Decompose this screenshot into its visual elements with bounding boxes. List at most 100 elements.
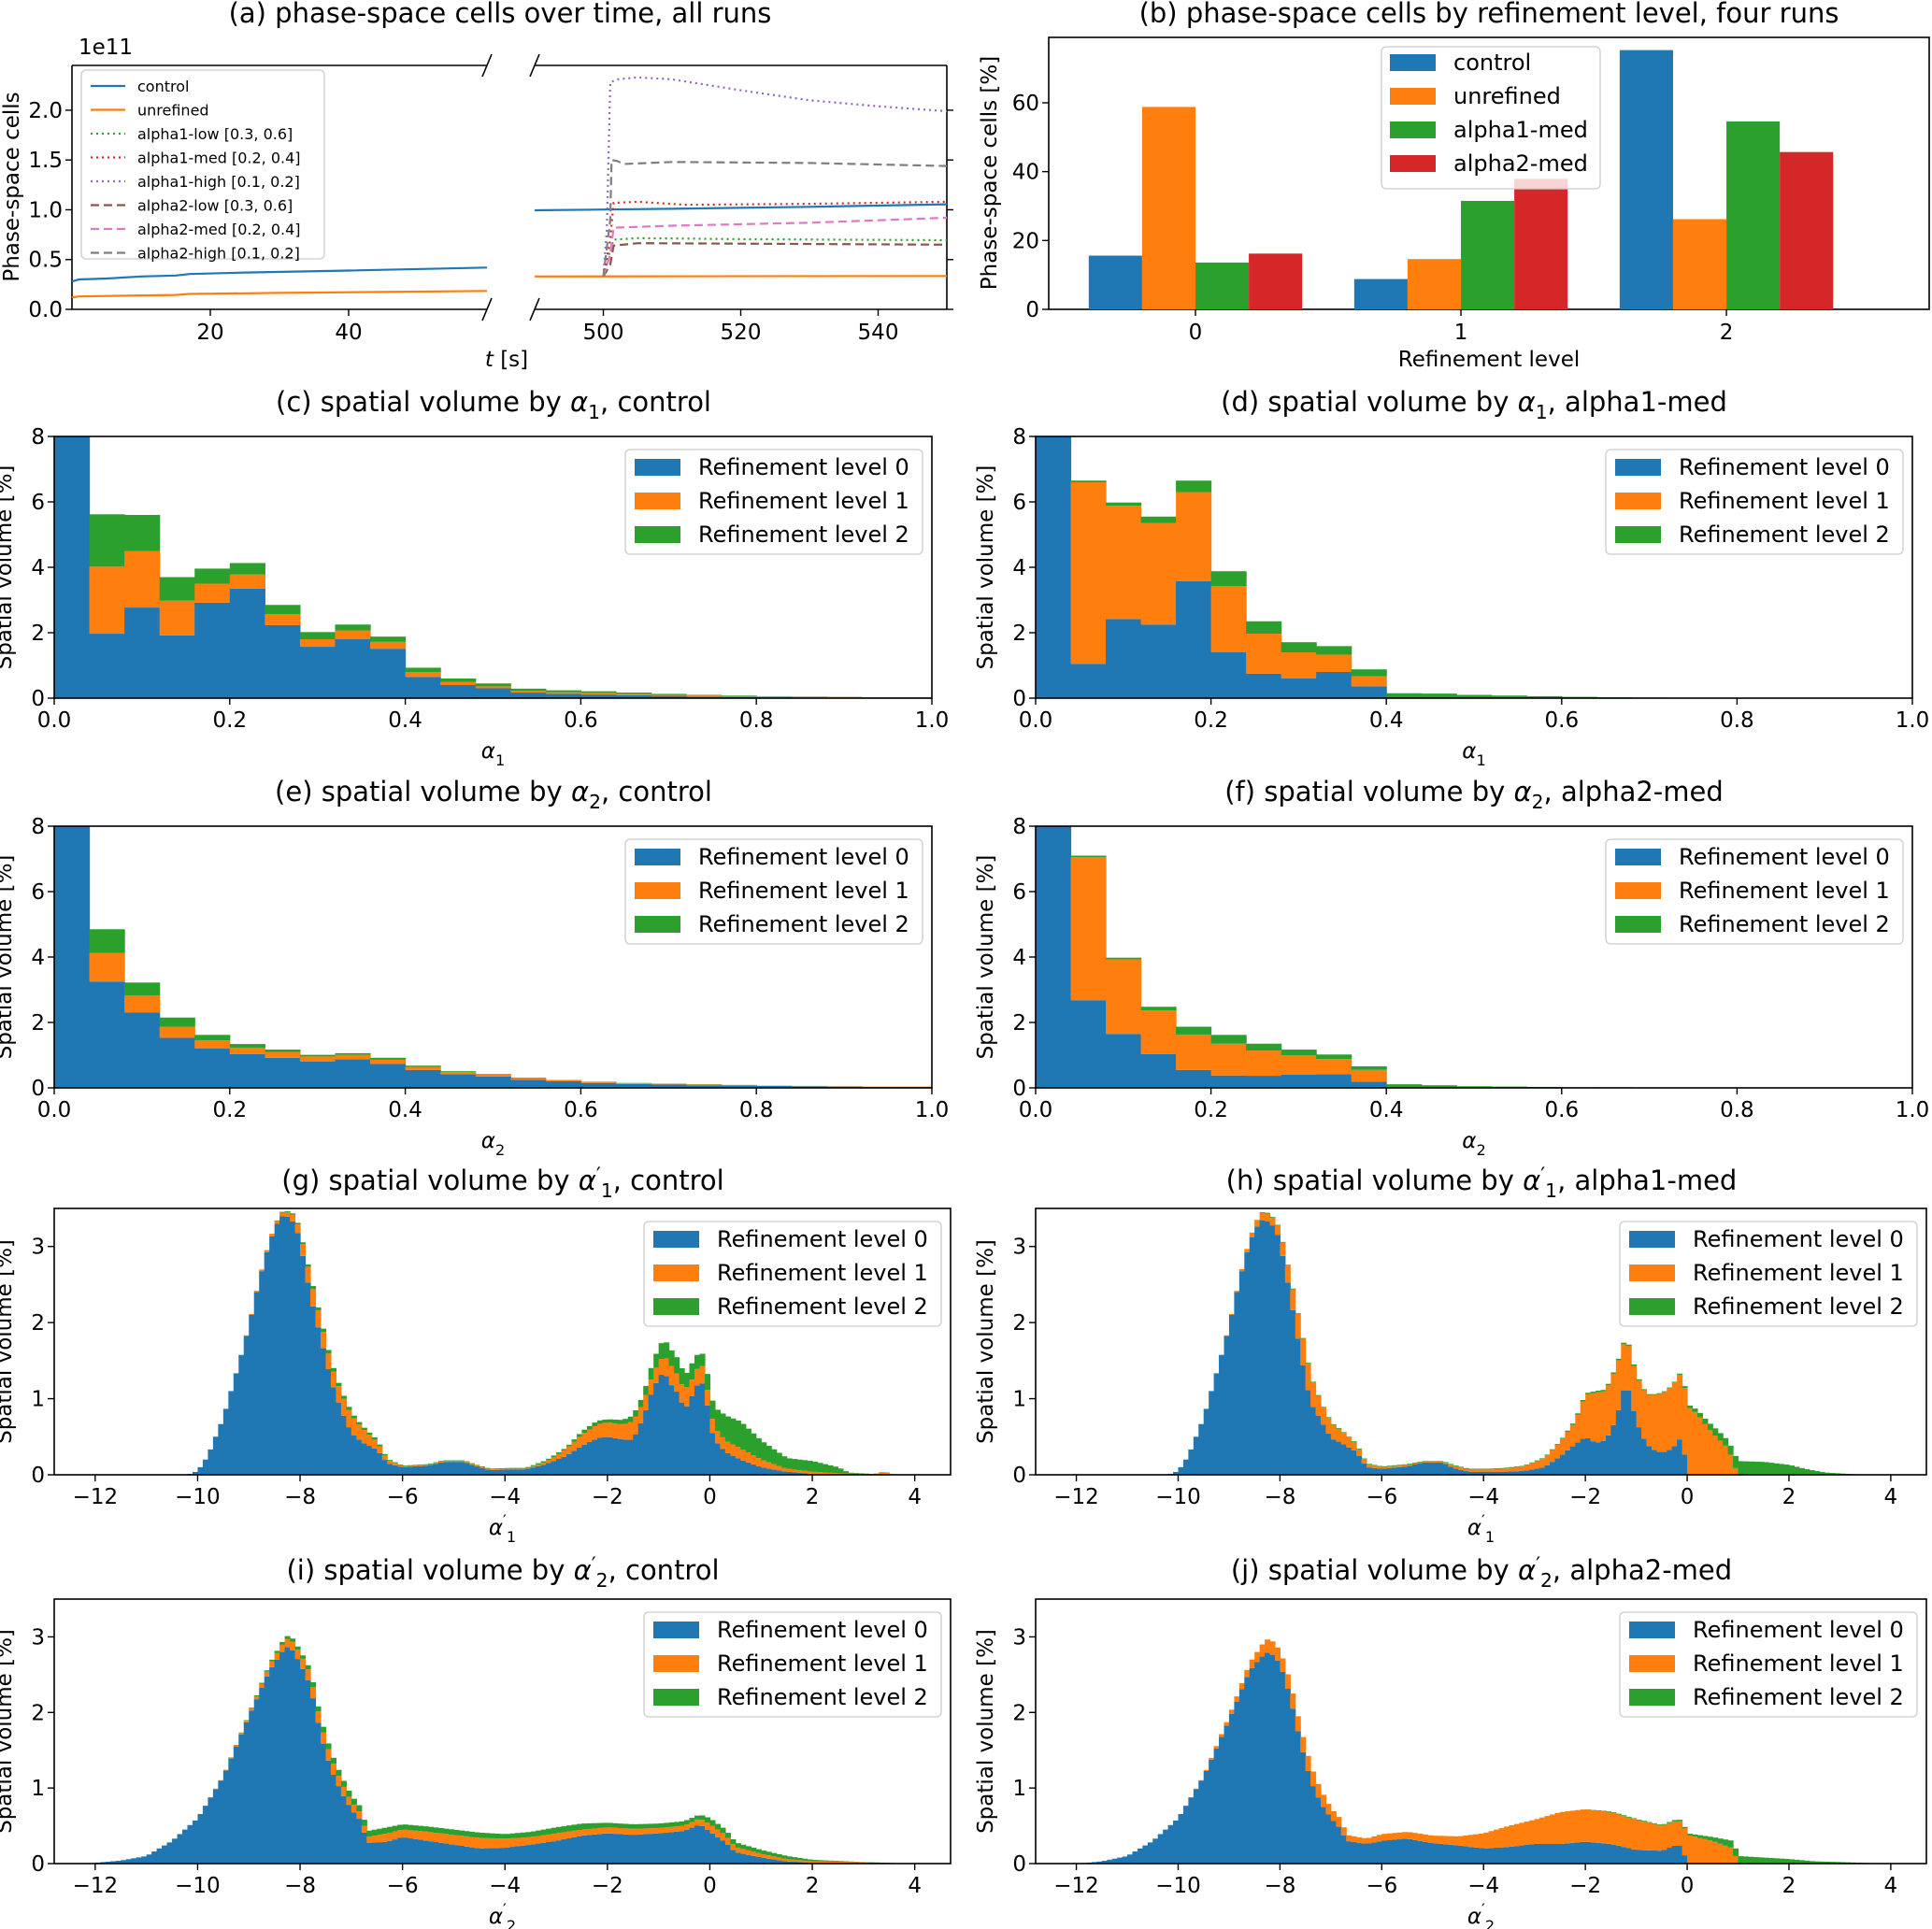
bar-segment-refinement-level-2	[551, 1455, 557, 1457]
bar-segment-refinement-level-2	[1783, 1465, 1790, 1475]
bar-segment-refinement-level-0	[1438, 1462, 1444, 1475]
bar-segment-refinement-level-1	[1498, 1468, 1505, 1472]
bar-segment-refinement-level-2	[336, 1382, 342, 1387]
legend-label: alpha1-low [0.3, 0.6]	[137, 125, 293, 143]
legend-label: alpha1-med [0.2, 0.4]	[137, 150, 301, 167]
bar-segment-refinement-level-0	[1376, 1841, 1382, 1864]
bar-segment-refinement-level-0	[1671, 1446, 1678, 1475]
legend-label: alpha1-med	[1453, 117, 1588, 143]
bar-segment-refinement-level-2	[776, 1452, 782, 1466]
bar-segment-refinement-level-0	[735, 1458, 741, 1475]
x-tick-label: 0.0	[1019, 708, 1053, 733]
bar-segment-refinement-level-2	[674, 1357, 680, 1374]
bar-segment-refinement-level-2	[356, 1422, 363, 1425]
bar-segment-refinement-level-1	[1692, 1836, 1698, 1864]
bar-segment-refinement-level-1	[1336, 1817, 1342, 1827]
bar-segment-refinement-level-0	[1677, 1845, 1683, 1864]
bar-segment-refinement-level-0	[412, 1466, 419, 1475]
y-offset-label: 1e11	[79, 36, 133, 60]
x-tick-label: 0.4	[388, 1098, 422, 1122]
bar-segment-refinement-level-1	[1228, 1709, 1235, 1714]
bar-segment-refinement-level-1	[412, 1830, 419, 1839]
bar-segment-refinement-level-0	[1504, 1847, 1510, 1864]
bar-segment-refinement-level-2	[520, 1832, 526, 1838]
bar-segment-refinement-level-1	[1316, 1059, 1352, 1075]
bar-segment-refinement-level-1	[721, 695, 757, 697]
bar-segment-refinement-level-0	[468, 1465, 475, 1475]
x-tick-label: 2	[806, 1485, 820, 1509]
bar-segment-refinement-level-0	[392, 1465, 398, 1475]
bar-segment-refinement-level-1	[1707, 1430, 1713, 1475]
bar-segment-refinement-level-1	[1176, 492, 1212, 581]
bar-segment-refinement-level-1	[1070, 857, 1107, 1001]
bar-segment-refinement-level-0	[1432, 1843, 1438, 1864]
bar-segment-refinement-level-1	[1488, 1831, 1495, 1849]
bar-segment-refinement-level-1	[674, 1826, 680, 1832]
bar-segment-refinement-level-1	[1442, 1463, 1449, 1465]
bar-segment-refinement-level-2	[1753, 1857, 1759, 1864]
bar-segment-refinement-level-0	[556, 1459, 563, 1475]
bar-segment-refinement-level-2	[1625, 1344, 1632, 1347]
bar-segment-refinement-level-2	[735, 1843, 741, 1848]
bar-segment-refinement-level-2	[330, 1757, 336, 1765]
bar-segment-refinement-level-1	[1610, 1374, 1617, 1425]
bar-segment-refinement-level-1	[1702, 1838, 1709, 1864]
bars	[54, 826, 932, 1088]
bar-segment-refinement-level-0	[330, 1774, 336, 1864]
bar-segment-refinement-level-2	[1631, 1364, 1638, 1366]
bar-segment-refinement-level-1	[1106, 506, 1142, 620]
bar-segment-refinement-level-1	[1417, 1834, 1424, 1841]
bar-segment-refinement-level-0	[402, 1466, 408, 1475]
axis-break-mark	[481, 297, 493, 322]
bar-segment-refinement-level-0	[1178, 1466, 1184, 1475]
bar-segment-refinement-level-0	[546, 1841, 552, 1864]
bar-segment-refinement-level-0	[1667, 1848, 1673, 1864]
bar-segment-refinement-level-1	[1554, 1812, 1561, 1844]
bar-segment-refinement-level-2	[405, 1065, 441, 1067]
y-tick-label: 1.0	[28, 198, 63, 222]
bar-segment-refinement-level-1	[664, 1358, 670, 1377]
bar-segment-refinement-level-0	[121, 1860, 127, 1864]
x-tick-label: 0.2	[1194, 1098, 1228, 1122]
bar-segment-refinement-level-1	[1671, 1821, 1678, 1846]
bar-segment-refinement-level-2	[1407, 1464, 1413, 1465]
bar-segment-refinement-level-2	[766, 1851, 772, 1856]
bar-segment-refinement-level-0	[1188, 1797, 1195, 1864]
bar-segment-refinement-level-1	[556, 1833, 563, 1841]
bar-segment-refinement-level-1	[371, 1439, 378, 1449]
bar-segment-refinement-level-1	[651, 694, 687, 696]
bar-segment-refinement-level-2	[1682, 1826, 1688, 1829]
bar-segment-refinement-level-1	[405, 672, 441, 678]
bar-segment-refinement-level-2	[1526, 695, 1563, 698]
bar-segment-refinement-level-0	[489, 1470, 495, 1475]
y-tick-label: 8	[1012, 815, 1026, 839]
bar-alpha2-med-level-2	[1780, 151, 1834, 309]
bar-segment-refinement-level-2	[238, 1732, 245, 1734]
bar-segment-refinement-level-1	[243, 1721, 250, 1722]
bar-segment-refinement-level-1	[651, 1083, 687, 1085]
x-tick-label: 4	[1884, 1485, 1898, 1509]
bar-segment-refinement-level-0	[212, 1789, 219, 1864]
bar-segment-refinement-level-1	[89, 566, 125, 635]
bar-segment-refinement-level-1	[786, 1468, 793, 1472]
bar-segment-refinement-level-0	[1615, 1845, 1622, 1864]
bar-segment-refinement-level-0	[761, 1467, 767, 1475]
bar-segment-refinement-level-0	[474, 1848, 480, 1864]
bar-segment-refinement-level-0	[1575, 1842, 1581, 1864]
bar-segment-refinement-level-2	[571, 1439, 578, 1442]
bar-segment-refinement-level-1	[468, 1836, 475, 1848]
legend-label: Refinement level 2	[1679, 911, 1890, 937]
bar-segment-refinement-level-2	[627, 1823, 634, 1829]
bar-segment-refinement-level-0	[792, 1472, 798, 1475]
bar-segment-refinement-level-0	[1300, 1365, 1307, 1475]
bar-segment-refinement-level-0	[571, 1836, 578, 1864]
bar-segment-refinement-level-0	[1422, 1841, 1428, 1864]
bar-segment-refinement-level-1	[576, 1830, 583, 1836]
bar-segment-refinement-level-2	[761, 1442, 767, 1461]
bar-segment-refinement-level-2	[842, 1861, 849, 1863]
legend-label: Refinement level 1	[698, 488, 909, 514]
legend-frame	[1381, 46, 1601, 190]
bar-segment-refinement-level-0	[233, 1373, 239, 1475]
bar-segment-refinement-level-1	[1402, 1832, 1409, 1839]
